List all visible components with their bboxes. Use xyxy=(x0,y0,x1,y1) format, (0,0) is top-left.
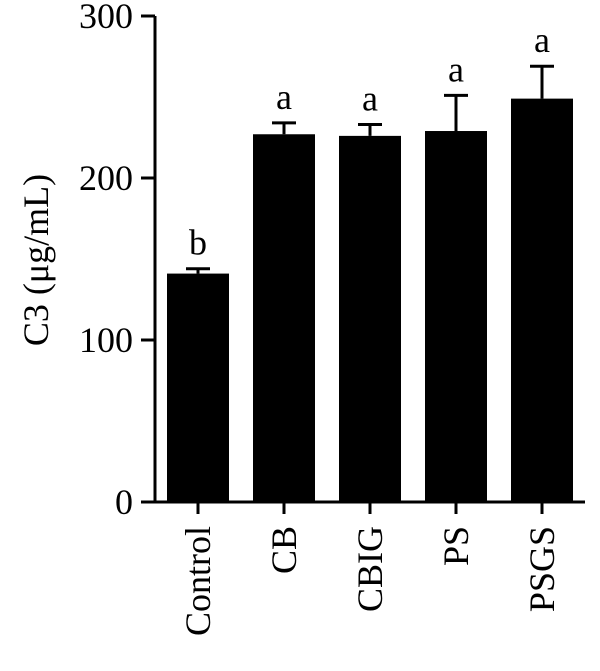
bar xyxy=(253,134,315,502)
y-axis-label: C3 (μg/mL) xyxy=(16,174,56,346)
bar xyxy=(511,98,573,503)
y-tick-label: 0 xyxy=(115,482,133,522)
y-tick-label: 300 xyxy=(79,0,133,36)
labels-group: b Control a CB a CBIG a PS a PSGS xyxy=(178,20,562,636)
category-label: CB xyxy=(264,526,304,574)
y-tick-label: 100 xyxy=(79,320,133,360)
significance-label: a xyxy=(276,77,292,117)
category-label: PS xyxy=(436,526,476,566)
bar xyxy=(425,131,487,502)
category-label: CBIG xyxy=(350,526,390,612)
significance-label: a xyxy=(534,20,550,60)
significance-label: a xyxy=(362,79,378,119)
y-tick-label: 200 xyxy=(79,158,133,198)
bar xyxy=(339,135,401,502)
bars-group xyxy=(167,64,573,503)
category-label: Control xyxy=(178,526,218,636)
bar xyxy=(167,273,229,502)
significance-label: a xyxy=(448,49,464,89)
significance-label: b xyxy=(189,223,207,263)
axes: 0 100 200 300 xyxy=(79,0,585,522)
category-label: PSGS xyxy=(522,526,562,612)
